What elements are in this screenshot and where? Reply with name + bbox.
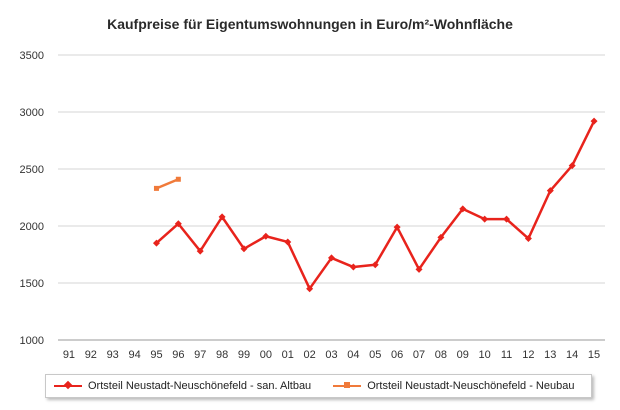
- data-point: [459, 205, 467, 213]
- y-tick-label: 1500: [20, 278, 44, 290]
- legend-swatch-altbau: [54, 380, 82, 391]
- x-tick-label: 00: [260, 349, 272, 361]
- legend-item-altbau: Ortsteil Neustadt-Neuschönefeld - san. A…: [54, 380, 311, 392]
- data-point: [218, 213, 226, 221]
- chart-title: Kaufpreise für Eigentumswohnungen in Eur…: [107, 16, 513, 32]
- x-tick-label: 02: [303, 349, 315, 361]
- data-point: [437, 233, 445, 241]
- y-tick-label: 3000: [20, 107, 44, 119]
- x-tick-label: 03: [325, 349, 337, 361]
- data-point: [240, 245, 248, 253]
- x-tick-label: 92: [85, 349, 97, 361]
- x-tick-label: 07: [413, 349, 425, 361]
- x-tick-label: 01: [282, 349, 294, 361]
- data-point: [196, 247, 204, 255]
- y-axis-ticks: 1000 1500 2000 2500 3000 3500: [20, 50, 44, 347]
- x-tick-label: 11: [501, 349, 512, 361]
- x-tick-label: 97: [194, 349, 206, 361]
- x-tick-label: 08: [435, 349, 447, 361]
- legend-label-altbau: Ortsteil Neustadt-Neuschönefeld - san. A…: [88, 380, 312, 392]
- gridlines: [58, 54, 605, 341]
- x-tick-label: 09: [457, 349, 469, 361]
- y-tick-label: 1000: [20, 335, 44, 347]
- data-point: [503, 215, 511, 223]
- x-tick-label: 12: [522, 349, 534, 361]
- series-lines: [152, 117, 598, 293]
- series-1: [153, 176, 181, 191]
- x-tick-label: 96: [172, 349, 184, 361]
- data-point: [306, 285, 314, 293]
- legend-label-neubau: Ortsteil Neustadt-Neuschönefeld - Neubau: [367, 380, 575, 392]
- data-point: [284, 238, 292, 246]
- x-tick-label: 13: [544, 349, 556, 361]
- data-point: [524, 235, 532, 243]
- data-point: [481, 215, 489, 223]
- x-axis-ticks: 91 92 93 94 95 96 97 98 99 00 01 02 03 04 05 06 07 08 09 10…: [63, 349, 600, 361]
- data-point: [393, 223, 401, 231]
- data-point: [262, 232, 270, 240]
- data-point: [590, 117, 598, 125]
- legend-item-neubau: Ortsteil Neustadt-Neuschönefeld - Neubau: [333, 380, 574, 392]
- data-point: [152, 239, 160, 247]
- data-point: [568, 162, 576, 170]
- x-tick-label: 10: [479, 349, 491, 361]
- data-point: [415, 265, 423, 273]
- data-point: [546, 187, 554, 195]
- x-tick-label: 95: [150, 349, 162, 361]
- x-tick-label: 98: [216, 349, 228, 361]
- data-point: [153, 185, 159, 191]
- y-tick-label: 2000: [20, 221, 44, 233]
- x-tick-label: 15: [588, 349, 600, 361]
- x-tick-label: 93: [107, 349, 119, 361]
- data-point: [174, 220, 182, 228]
- y-tick-label: 3500: [20, 50, 44, 62]
- x-tick-label: 91: [63, 349, 75, 361]
- x-tick-label: 06: [391, 349, 403, 361]
- x-tick-label: 04: [347, 349, 359, 361]
- data-point: [371, 261, 379, 269]
- x-tick-label: 05: [369, 349, 381, 361]
- data-point: [175, 176, 181, 182]
- x-tick-label: 14: [566, 349, 578, 361]
- y-tick-label: 2500: [20, 164, 44, 176]
- x-tick-label: 99: [238, 349, 250, 361]
- series-0: [152, 117, 598, 293]
- x-tick-label: 94: [128, 349, 140, 361]
- data-point: [328, 254, 335, 262]
- series-line: [155, 178, 179, 190]
- legend: Ortsteil Neustadt-Neuschönefeld - san. A…: [45, 374, 592, 398]
- data-point: [349, 263, 357, 271]
- legend-swatch-neubau: [333, 381, 362, 391]
